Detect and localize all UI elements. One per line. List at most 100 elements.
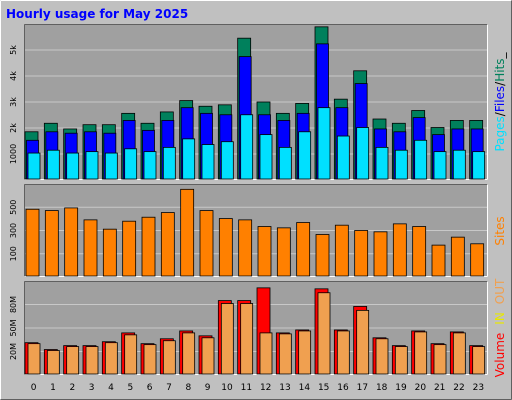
out-bar [124, 334, 138, 375]
y-tick-label: 300 [9, 223, 18, 238]
sites-bar [180, 188, 195, 277]
out-bar [66, 346, 80, 375]
pages-bar [124, 148, 138, 180]
out-bar [336, 330, 350, 375]
legend-sites: Sites [493, 216, 507, 245]
pages-bar [317, 107, 331, 180]
x-tick-label: 5 [127, 383, 133, 393]
y-tick-label: 5k [9, 45, 18, 55]
out-bar [162, 340, 176, 375]
legend-in: IN [493, 312, 507, 325]
x-tick-label: 14 [299, 383, 311, 393]
out-bar [433, 344, 447, 375]
sites-bar [83, 219, 98, 277]
x-tick-label: 10 [221, 383, 233, 393]
pages-bar [104, 152, 118, 180]
out-bar [201, 337, 215, 375]
y-tick-label: 3k [9, 97, 18, 107]
x-tick-label: 7 [166, 383, 172, 393]
x-tick-label: 23 [473, 383, 484, 393]
pages-bar [394, 149, 408, 180]
sites-bar [296, 222, 311, 277]
sites-bar [450, 236, 465, 277]
x-tick-label: 22 [453, 383, 464, 393]
sites-bar [276, 227, 291, 277]
sites-bar [122, 220, 137, 277]
pages-bar [201, 144, 215, 180]
pages-bar [298, 131, 312, 180]
pages-bar [182, 138, 196, 180]
x-tick-label: 6 [147, 383, 153, 393]
out-bar [278, 333, 292, 375]
pages-bar [433, 151, 447, 180]
sites-bar [44, 210, 59, 277]
y-tick-label: 80M [9, 296, 18, 313]
sites-bar [373, 231, 388, 277]
pages-bar [472, 151, 486, 180]
pages-bar [66, 152, 80, 180]
pages-bar [162, 146, 176, 180]
out-bar [375, 338, 389, 375]
pages-bar [375, 146, 389, 180]
pages-bar [414, 139, 428, 180]
sites-bar [257, 226, 272, 277]
out-bar [414, 331, 428, 375]
legend-volume: Volume [493, 333, 507, 378]
out-bar [27, 343, 41, 375]
legend-volume-in-out: Volume IN OUT [493, 278, 507, 377]
pages-bar [143, 151, 157, 180]
sites-bar [25, 208, 40, 277]
out-bar [472, 346, 486, 375]
sites-bar [354, 230, 369, 277]
pages-bar [27, 152, 41, 180]
out-bar [220, 303, 234, 375]
y-tick-label: 4k [9, 71, 18, 81]
out-bar [394, 346, 408, 375]
out-bar [452, 332, 466, 375]
sites-bar [199, 210, 214, 277]
y-tick-label: 100 [9, 246, 18, 261]
sites-bar [470, 243, 485, 277]
legend-separator: / [493, 81, 507, 86]
x-tick-label: 3 [89, 383, 95, 393]
sites-bar [102, 228, 117, 277]
x-tick-label: 17 [357, 383, 368, 393]
pages-bar [278, 146, 292, 180]
pages-bar [240, 114, 254, 180]
sites-bar [334, 224, 349, 277]
sites-bar [431, 244, 446, 277]
y-tick-label: 1000 [9, 144, 18, 164]
out-bar [259, 332, 273, 375]
sites-bar [160, 212, 175, 277]
x-tick-label: 2 [69, 383, 75, 393]
out-bar [356, 309, 370, 375]
x-tick-label: 21 [434, 383, 445, 393]
pages-bar [336, 135, 350, 180]
x-tick-label: 9 [205, 383, 211, 393]
legend-sites-label: Sites [493, 216, 507, 245]
x-tick-label: 15 [318, 383, 329, 393]
y-tick-label: 2k [9, 123, 18, 133]
pages-bar [85, 151, 99, 180]
out-bar [298, 330, 312, 375]
x-tick-label: 18 [376, 383, 388, 393]
legend-files: Files [493, 86, 507, 112]
chart-title: Hourly usage for May 2025 [6, 7, 188, 21]
pages-bar [259, 134, 273, 180]
sites-bar [218, 218, 233, 277]
out-bar [46, 350, 60, 375]
sites-bar [141, 216, 156, 277]
legend-out: OUT [493, 278, 507, 304]
x-tick-label: 16 [337, 383, 349, 393]
out-bar [104, 342, 118, 375]
sites-bar [238, 219, 253, 277]
legend-separator: _ [493, 51, 507, 59]
legend-hits: Hits [493, 58, 507, 81]
legend-pages: Pages [493, 116, 507, 151]
x-tick-label: 13 [279, 383, 290, 393]
y-tick-label: 500 [9, 200, 18, 215]
sites-bar [412, 226, 427, 277]
legend-hits-files-pages: Pages/Files/Hits_ [493, 51, 507, 151]
